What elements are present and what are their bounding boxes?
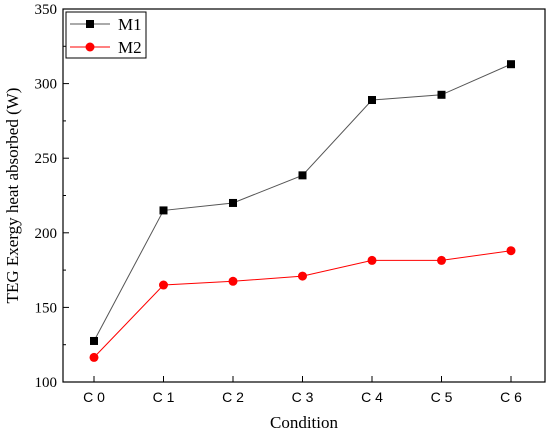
y-axis-ticks: 100 150 200 250 300 350 <box>35 2 69 391</box>
y-tick-label: 300 <box>35 77 58 93</box>
y-axis-title: TEG Exergy heat absorbed (W) <box>3 88 22 304</box>
x-tick-label: C 2 <box>222 389 244 405</box>
series-line <box>93 250 512 358</box>
x-tick-label: C 1 <box>153 389 175 405</box>
x-tick-label: C 4 <box>361 389 383 405</box>
y-tick-label: 200 <box>35 226 58 242</box>
data-point <box>298 271 307 281</box>
data-point <box>507 60 515 69</box>
series-m1 <box>90 60 515 345</box>
legend-label: M2 <box>118 38 142 57</box>
data-point <box>159 206 168 215</box>
legend-marker <box>86 20 94 28</box>
data-point <box>368 96 376 105</box>
y-tick-label: 250 <box>35 151 58 167</box>
x-axis-title: Condition <box>270 413 339 432</box>
data-point <box>89 352 99 362</box>
data-point <box>298 171 307 180</box>
y-tick-label: 350 <box>35 2 58 18</box>
x-tick-label: C 5 <box>431 389 453 405</box>
legend-item: M2 <box>70 38 142 57</box>
legend-box <box>65 11 147 59</box>
plot-frame <box>62 8 546 383</box>
legend-marker <box>85 42 95 52</box>
data-point <box>90 336 98 345</box>
data-point <box>228 276 238 286</box>
series-line <box>93 63 512 342</box>
x-axis-ticks: C 0 C 1 C 2 C 3 C 4 C 5 C 6 <box>83 376 522 405</box>
data-point <box>159 280 168 290</box>
data-point <box>229 198 237 207</box>
x-tick-label: C 3 <box>292 389 314 405</box>
legend-label: M1 <box>118 15 142 34</box>
data-point <box>367 255 377 265</box>
x-tick-label: C 0 <box>83 389 105 405</box>
data-point <box>437 90 446 99</box>
legend-item: M1 <box>70 15 142 34</box>
series-layer <box>89 60 516 362</box>
series-m2 <box>89 246 516 362</box>
y-tick-label: 150 <box>35 300 58 316</box>
data-point <box>506 246 516 256</box>
y-tick-label: 100 <box>35 375 58 391</box>
x-tick-label: C 6 <box>500 389 522 405</box>
data-point <box>437 255 446 265</box>
